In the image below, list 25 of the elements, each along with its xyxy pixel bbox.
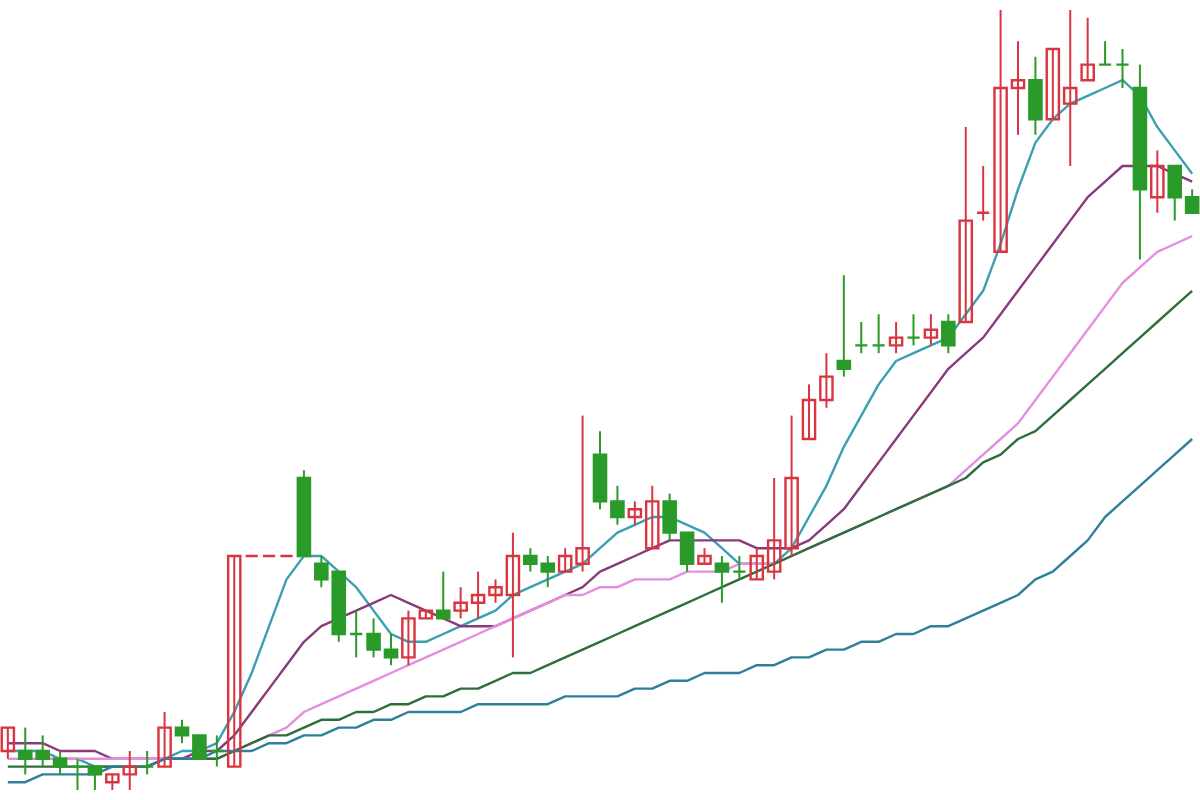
- candlestick: [435, 570, 451, 620]
- candlestick: [836, 274, 852, 378]
- candlestick: [941, 313, 956, 355]
- candlestick: [958, 126, 974, 324]
- candlestick: [348, 609, 364, 659]
- candlestick: [87, 765, 103, 791]
- candlestick: [975, 165, 991, 222]
- candlestick: [906, 313, 921, 347]
- candlestick: [714, 555, 730, 604]
- candlestick: [0, 726, 16, 760]
- candlestick: [923, 313, 939, 347]
- candlestick: [70, 757, 85, 791]
- candlestick: [1080, 16, 1095, 82]
- candlestick: [888, 321, 904, 355]
- candlestick: [209, 734, 225, 768]
- candlestick: [157, 711, 172, 768]
- candlestick: [1150, 149, 1165, 214]
- candlestick: [1028, 55, 1043, 136]
- candlestick: [139, 750, 155, 776]
- candlestick: [1097, 40, 1113, 66]
- candlestick: [226, 554, 242, 768]
- candlestick: [871, 313, 886, 355]
- candlestick: [853, 321, 869, 355]
- candlestick: [1115, 48, 1130, 89]
- candlestick: [732, 555, 747, 581]
